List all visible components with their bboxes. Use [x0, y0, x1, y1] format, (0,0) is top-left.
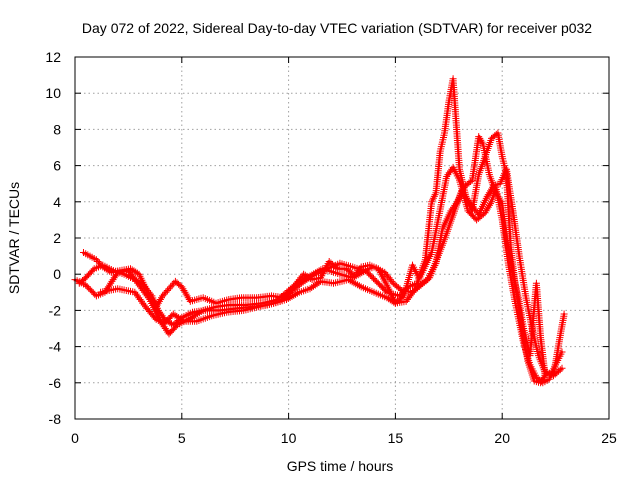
y-tick-label-1: -6	[49, 375, 62, 391]
y-tick-label-5: 2	[53, 230, 61, 246]
x-tick-label-2: 10	[281, 430, 297, 446]
series-markers-3	[80, 75, 568, 387]
y-tick-label-9: 10	[45, 85, 61, 101]
axes: 0 5 10 15 20 25 -8 -6 -4 -2 0 2 4 6 8 10 12	[45, 49, 617, 446]
y-tick-label-0: -8	[49, 411, 62, 427]
x-tick-label-3: 15	[388, 430, 404, 446]
x-tick-label-4: 20	[494, 430, 510, 446]
series-group	[71, 75, 568, 387]
plot-frame	[74, 56, 610, 420]
y-tick-label-10: 12	[45, 49, 61, 65]
x-tick-label-0: 0	[71, 430, 79, 446]
chart-title: Day 072 of 2022, Sidereal Day-to-day VTE…	[82, 20, 592, 36]
y-tick-label-7: 6	[53, 158, 61, 174]
series-markers-4	[97, 133, 549, 378]
y-tick-label-3: -2	[49, 302, 62, 318]
y-tick-label-6: 4	[53, 194, 61, 210]
x-axis-label: GPS time / hours	[287, 458, 394, 474]
y-axis-label: SDTVAR / TECUs	[6, 182, 22, 294]
x-tick-label-5: 25	[601, 430, 617, 446]
x-tick-label-1: 5	[178, 430, 186, 446]
y-tick-label-4: 0	[53, 266, 61, 282]
series-track-3	[82, 77, 566, 384]
y-tick-label-2: -4	[49, 339, 62, 355]
y-tick-label-8: 8	[53, 121, 61, 137]
